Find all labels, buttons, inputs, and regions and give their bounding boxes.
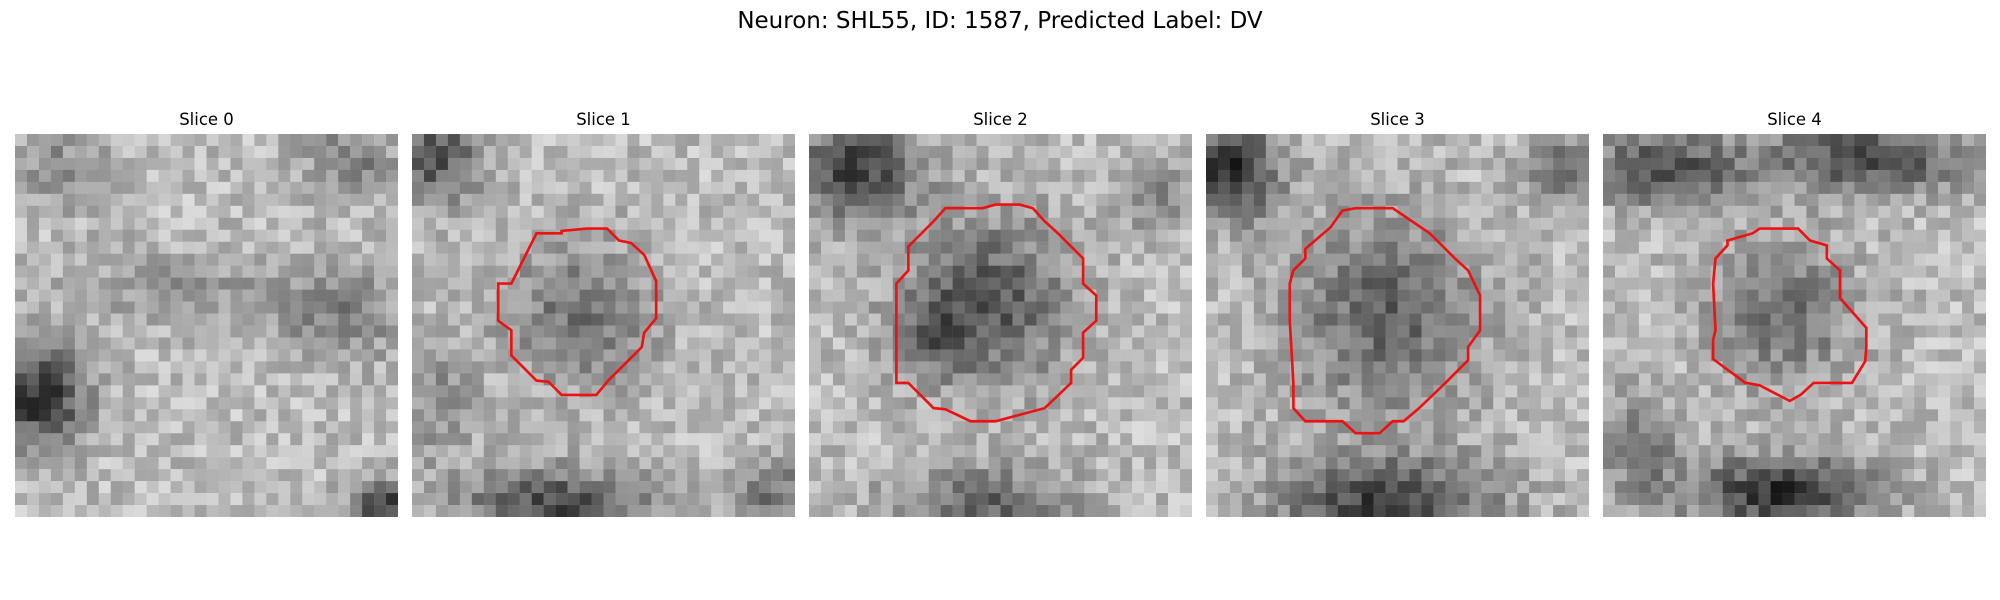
neuron-outline-2 — [895, 203, 1098, 423]
slice-image-4 — [1603, 134, 1986, 517]
neuron-outline-4 — [1711, 227, 1868, 403]
grayscale-pixels-2 — [809, 134, 1192, 517]
grayscale-pixels-1 — [412, 134, 795, 517]
grayscale-pixels-4 — [1603, 134, 1986, 517]
neuron-outline-3 — [1288, 206, 1482, 435]
neuron-outline-1 — [496, 227, 658, 397]
slice-title-2: Slice 2 — [973, 110, 1028, 129]
grayscale-pixels-3 — [1206, 134, 1589, 517]
slice-title-3: Slice 3 — [1370, 110, 1425, 129]
grayscale-pixels-0 — [15, 134, 398, 517]
slice-image-1 — [412, 134, 795, 517]
slice-title-1: Slice 1 — [576, 110, 631, 129]
slice-title-0: Slice 0 — [179, 110, 234, 129]
slice-image-2 — [809, 134, 1192, 517]
figure-title: Neuron: SHL55, ID: 1587, Predicted Label… — [737, 8, 1263, 34]
slice-image-0 — [15, 134, 398, 517]
slice-image-3 — [1206, 134, 1589, 517]
slice-title-4: Slice 4 — [1767, 110, 1822, 129]
